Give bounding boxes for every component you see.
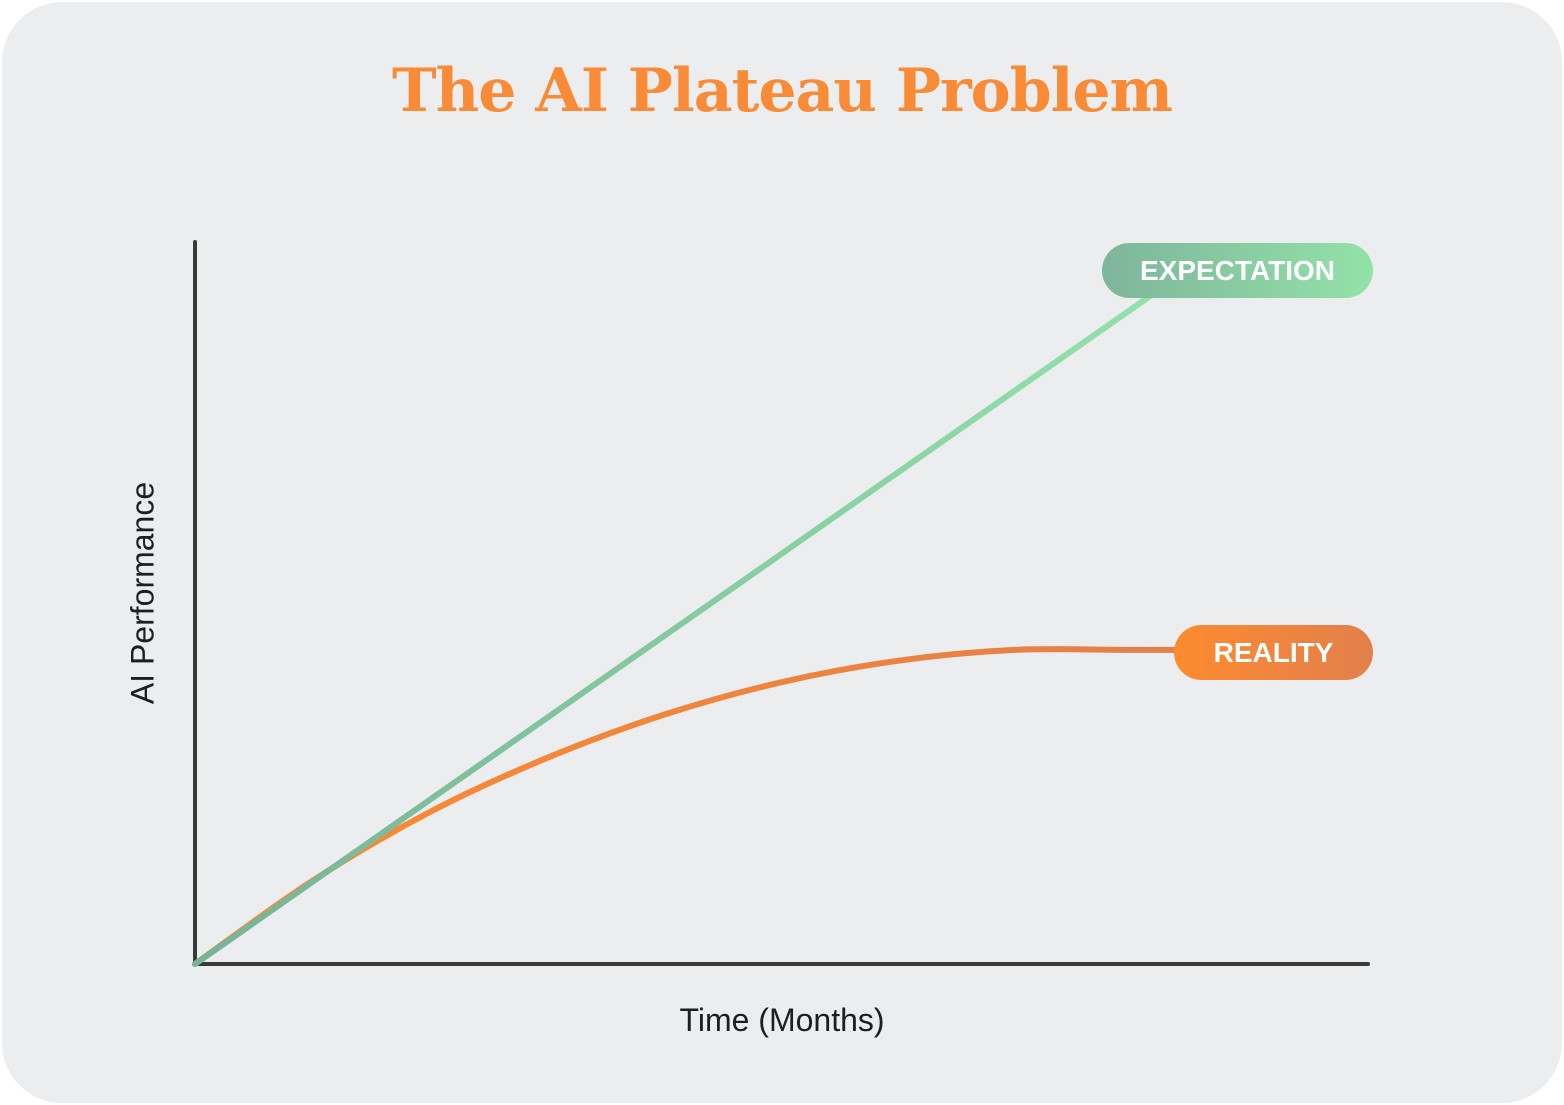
y-axis-label: AI Performance — [124, 481, 161, 705]
reality-legend-pill: REALITY — [1174, 625, 1373, 680]
expectation-line — [192, 289, 1159, 967]
reality-line — [192, 646, 1252, 967]
expectation-legend-pill: EXPECTATION — [1102, 243, 1373, 298]
x-axis-label: Time (Months) — [679, 1002, 885, 1038]
chart-title: The AI Plateau Problem — [391, 56, 1173, 126]
